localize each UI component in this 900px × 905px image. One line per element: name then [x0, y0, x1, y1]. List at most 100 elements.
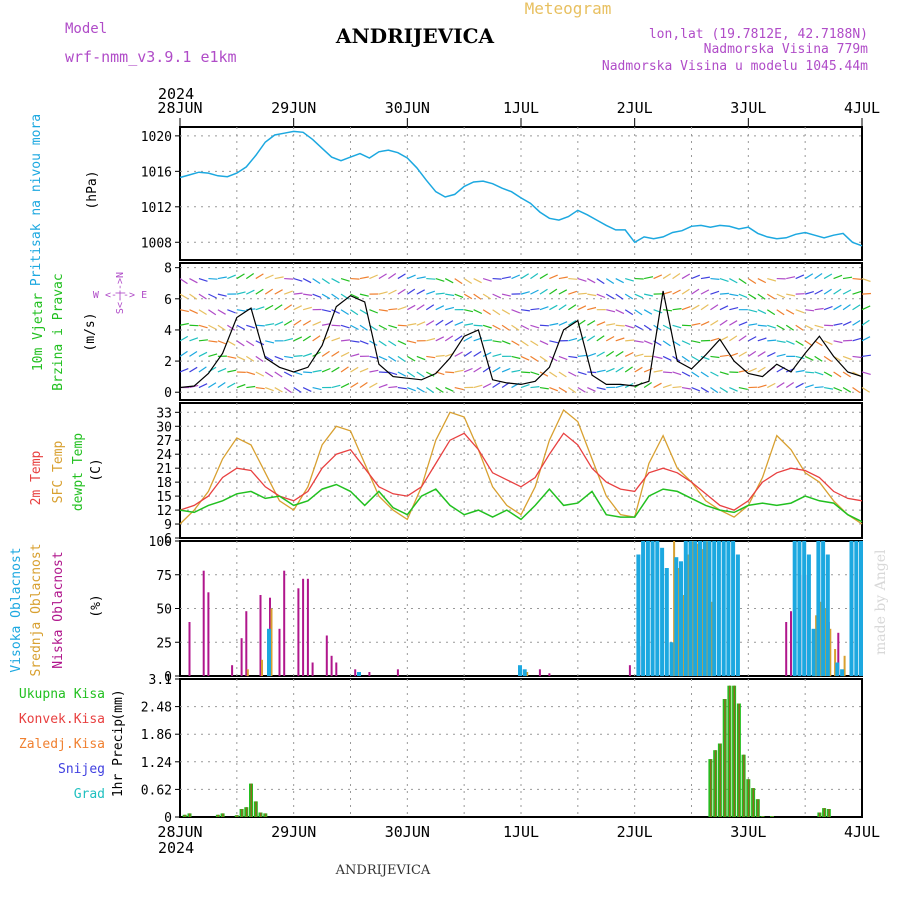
y-tick-label: 100	[149, 535, 172, 550]
time-tick-label: 30JUN	[385, 99, 430, 117]
cloud-bar	[207, 592, 209, 676]
precip-units: (mm)	[111, 689, 126, 720]
wind-barb	[862, 355, 871, 356]
wind-barb	[398, 325, 407, 326]
cloud-bar	[307, 579, 309, 676]
wind-barb	[521, 372, 530, 373]
wind-barb	[426, 279, 435, 280]
cloud-bar	[326, 636, 328, 677]
wind-barb	[284, 279, 293, 280]
time-tick-label: 2JUL	[617, 823, 653, 841]
wind-barb	[862, 306, 870, 310]
wind-barb	[862, 294, 871, 295]
time-tick-label: 29JUN	[271, 823, 316, 841]
precip-legend-frz: Zaledj.Kisa	[19, 737, 105, 752]
cloud-bar	[835, 663, 839, 677]
y-tick-label: 50	[156, 603, 172, 618]
y-tick-label: 0	[164, 811, 172, 826]
precip-legend-grad: Grad	[74, 787, 105, 802]
cloud-bar	[816, 541, 820, 676]
cloud-bar	[312, 663, 314, 677]
wind-barb	[303, 372, 312, 373]
wind-units: (m/s)	[83, 312, 98, 351]
time-tick-label: 3JUL	[730, 823, 766, 841]
cloud-bar	[821, 541, 825, 676]
wind-barb	[294, 356, 303, 357]
wind-barb	[767, 340, 776, 341]
cloud-bar	[539, 669, 541, 676]
wind-barb	[758, 325, 767, 326]
precip-bar-core	[241, 809, 243, 817]
cloud-bar	[247, 669, 249, 676]
wind-barb	[862, 388, 870, 393]
wind-barb	[578, 293, 587, 294]
wind-barb	[332, 325, 341, 326]
y-tick-label: 1008	[141, 236, 172, 251]
y-tick-label: 1.24	[141, 756, 172, 771]
precip-bar-core	[246, 807, 248, 817]
precip-bar-core	[715, 750, 717, 817]
y-tick-label: 18	[156, 476, 172, 491]
cloud-bar	[357, 672, 361, 676]
cloud-bar	[703, 541, 707, 676]
time-tick-label: 1JUL	[503, 99, 539, 117]
pressure-ylabel: Pritisak na nivou mora	[29, 114, 44, 286]
precip-legend-snow: Snijeg	[58, 762, 105, 777]
wind-barb	[445, 372, 454, 373]
precip-panel: 00.621.241.862.483.1	[141, 673, 862, 826]
y-tick-label: 27	[156, 434, 172, 449]
cloud-bar	[807, 555, 811, 677]
wind-barb	[625, 340, 634, 341]
model-name: wrf-nmm_v3.9.1 e1km	[65, 48, 237, 66]
y-tick-label: 1012	[141, 201, 172, 216]
cloud-bar	[641, 541, 645, 676]
cloud-bar	[731, 541, 735, 676]
cloud-bar	[712, 541, 716, 676]
temp-units: (C)	[89, 458, 104, 481]
precip-bar-core	[753, 788, 755, 817]
cloud-bar	[279, 629, 281, 676]
wind-barb	[710, 279, 719, 280]
y-tick-label: 6	[164, 293, 172, 308]
precip-bar-core	[251, 784, 253, 817]
cloud-units: (%)	[89, 594, 104, 617]
cloud-bar	[679, 561, 683, 676]
cloud-bar	[518, 665, 522, 676]
time-tick-label: 1JUL	[503, 823, 539, 841]
station-title: ANDRIJEVICA	[335, 24, 495, 48]
y-tick-label: 24	[156, 448, 172, 463]
y-tick-label: 15	[156, 490, 172, 505]
cloud-bar	[231, 665, 233, 676]
y-tick-label: 1.86	[141, 728, 172, 743]
precip-bar-core	[255, 801, 256, 817]
cloud-bar	[651, 541, 655, 676]
precip-bar-core	[772, 816, 774, 817]
y-tick-label: 2.48	[141, 701, 172, 716]
precip-legend-conv: Konvek.Kisa	[19, 712, 105, 727]
cloud-ylabel2: Srednja Oblacnost	[29, 543, 44, 676]
cloud-ylabel: Visoka Oblacnost	[9, 547, 24, 672]
cloud-bar	[245, 611, 247, 676]
wind-barb	[616, 325, 625, 326]
credit: made by Angel	[873, 549, 889, 655]
cloud-bar	[368, 672, 370, 676]
cloud-bar	[665, 568, 669, 676]
panel-frame	[180, 403, 862, 538]
y-tick-label: 3.1	[149, 673, 172, 688]
precip-bar-core	[184, 815, 186, 817]
wind-barb	[351, 279, 360, 280]
cloud-bar	[302, 579, 304, 676]
precip-bar-core	[236, 815, 238, 817]
cloud-bar	[693, 541, 697, 676]
time-tick-label: 4JUL	[844, 823, 880, 841]
elevation-label: Nadmorska Visina 779m	[704, 42, 869, 57]
y-tick-label: 2	[164, 355, 172, 370]
cloud-bar	[698, 541, 702, 676]
precip-bar-core	[824, 808, 826, 817]
precip-bar-core	[260, 813, 262, 818]
time-tick-label: 28JUN	[157, 99, 202, 117]
precip-bar-core	[222, 813, 224, 817]
